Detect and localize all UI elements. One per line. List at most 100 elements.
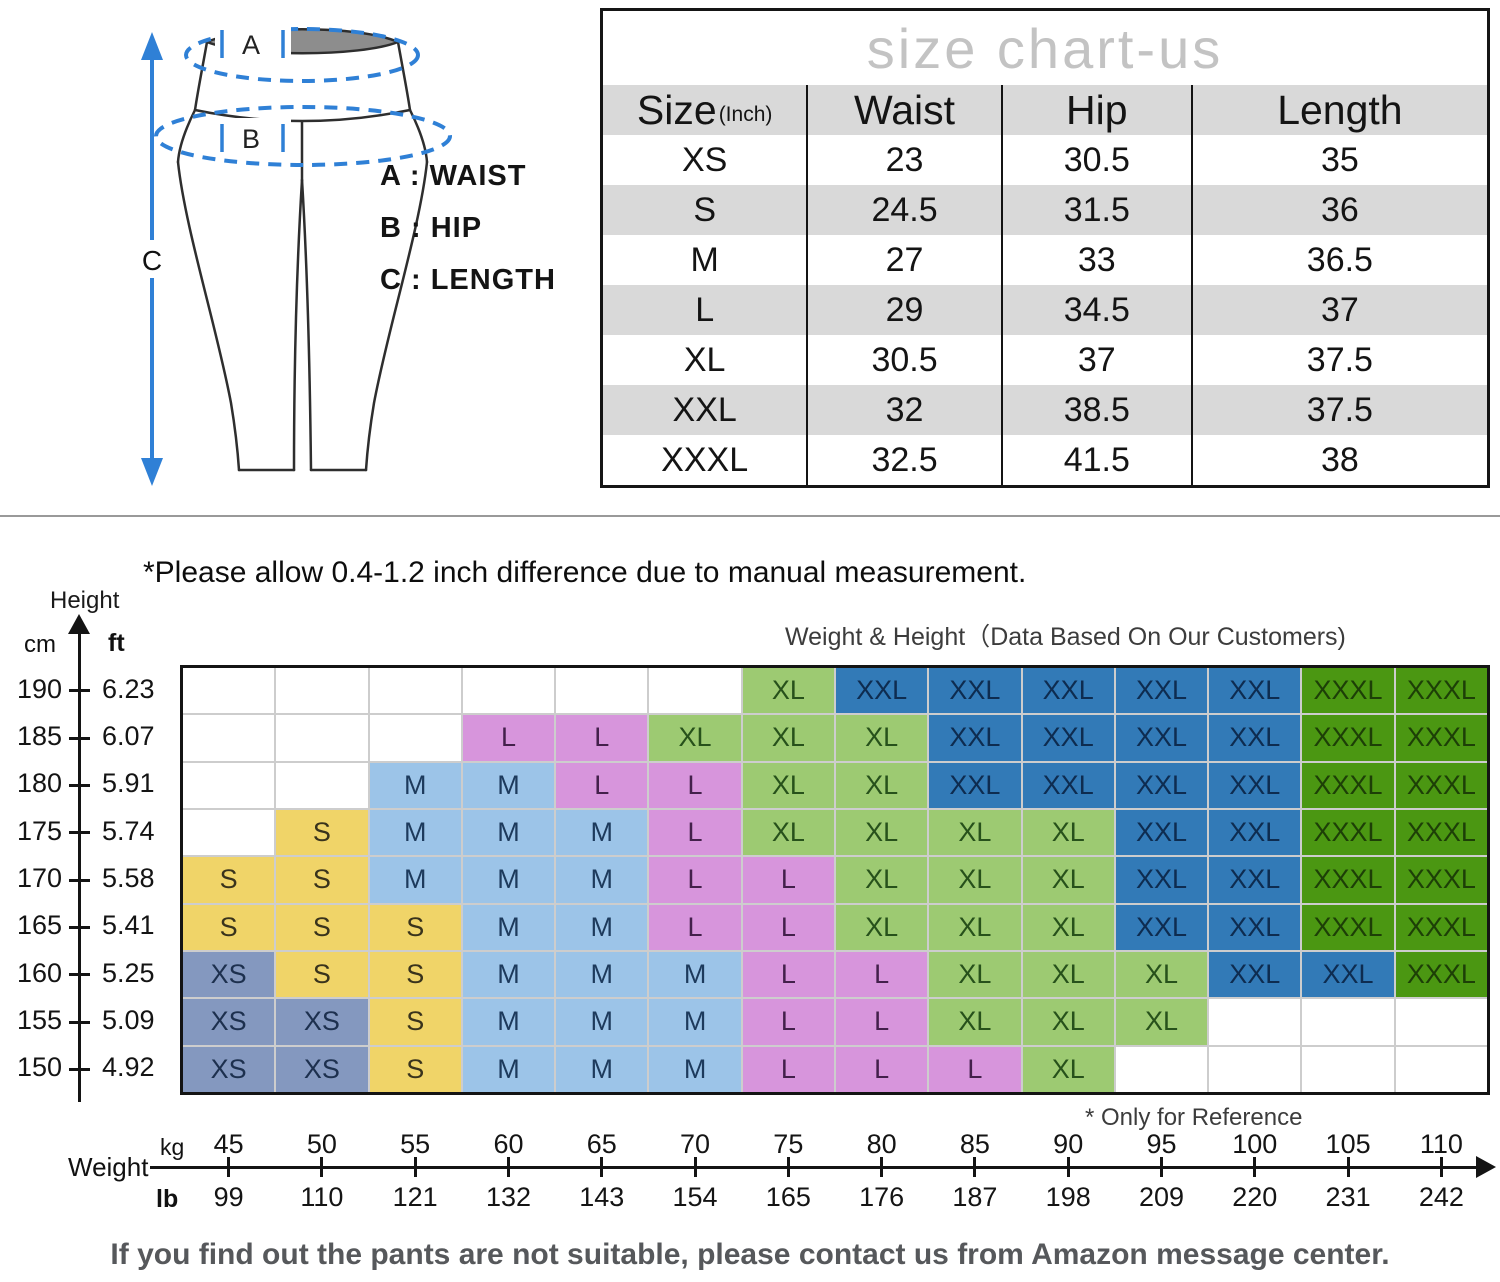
header-length: Length [1190, 85, 1487, 135]
y-axis-title: Height [50, 587, 120, 614]
grid-cell-XL: XL [929, 951, 1021, 998]
grid-cell-empty [183, 715, 275, 761]
x-axis-tick [1439, 1157, 1443, 1177]
grid-cell-XXL: XXL [1209, 809, 1301, 856]
grid-cell-empty [369, 668, 461, 714]
grid-cell-empty [556, 668, 648, 714]
x-axis-kg-label: 75 [773, 1129, 804, 1159]
y-axis-cm-label: 180 [16, 768, 62, 799]
y-axis-cm-label: 190 [16, 673, 62, 704]
hip-ellipse [154, 105, 452, 167]
grid-cell-XXL: XXL [1209, 762, 1301, 808]
grid-cell-L: L [835, 1046, 928, 1092]
grid-cell-empty [649, 668, 741, 714]
grid-cell-empty [1302, 999, 1394, 1045]
grid-cell-XXXL: XXXL [1395, 715, 1487, 761]
grid-cell-XXL: XXL [1115, 857, 1208, 903]
grid-cell-XL: XL [742, 809, 834, 856]
size-table-cell-size: XXL [672, 390, 737, 429]
y-axis-ft-label: 5.91 [102, 768, 155, 799]
grid-cell-L: L [929, 1046, 1021, 1092]
length-arrow-up-icon [141, 32, 163, 60]
grid-cell-M: M [556, 1046, 648, 1092]
size-table-cell-waist: 30.5 [806, 335, 1000, 385]
grid-cell-M: M [462, 809, 555, 856]
x-axis-kg-label: 110 [1419, 1129, 1463, 1159]
y-axis-cm-label: 150 [16, 1052, 62, 1083]
grid-cell-XL: XL [929, 809, 1021, 856]
y-axis-tick [69, 783, 90, 787]
y-axis-line [78, 634, 81, 1102]
grid-cell-S: S [276, 809, 368, 856]
waist-label-gap [215, 24, 291, 64]
x-axis-tick [1346, 1157, 1350, 1177]
size-table-cell-size: L [695, 290, 715, 329]
leggings-diagram: A B C [137, 24, 452, 486]
legend-length: C : LENGTH [380, 264, 556, 296]
y-axis-ft-label: 5.58 [102, 863, 155, 894]
x-axis-tick [1253, 1157, 1257, 1177]
grid-cell-XL: XL [742, 715, 834, 761]
x-axis-kg-label: 45 [213, 1129, 244, 1159]
y-axis-cm-label: 160 [16, 957, 62, 988]
grid-cell-XXL: XXL [1209, 715, 1301, 761]
grid-cell-empty [1209, 999, 1301, 1045]
header-size-unit: (Inch) [718, 103, 773, 126]
grid-cell-XXL: XXL [835, 668, 928, 714]
x-axis-tick [880, 1157, 884, 1177]
grid-cell-empty [1115, 1046, 1208, 1092]
x-axis-kg-label: 55 [400, 1129, 431, 1159]
size-table-cell-hip: 41.5 [1000, 435, 1191, 485]
grid-cell-L: L [649, 762, 741, 808]
x-axis-lb-label: 132 [485, 1182, 531, 1212]
grid-cell-XL: XL [1022, 904, 1114, 950]
header-hip: Hip [1000, 85, 1191, 135]
grid-cell-S: S [276, 904, 368, 950]
x-axis-lb-label: 231 [1325, 1182, 1371, 1212]
y-axis-tick [69, 831, 90, 835]
x-axis-lb-label: 242 [1418, 1182, 1464, 1212]
x-axis-kg-label: 80 [866, 1129, 897, 1159]
x-axis-tick [1160, 1157, 1163, 1177]
y-axis-tick [69, 736, 90, 740]
grid-cell-S: S [369, 1046, 461, 1092]
grid-cell-XL: XL [835, 715, 928, 761]
size-table-cell-size: XXXL [661, 440, 749, 479]
grid-cell-XS: XS [183, 951, 275, 998]
size-table-cell-length: 37.5 [1190, 335, 1487, 385]
x-axis-lb-label: 187 [952, 1182, 998, 1212]
x-axis-lb-label: 154 [672, 1182, 718, 1212]
x-axis-lb-label: 220 [1232, 1182, 1278, 1212]
size-table-cell-waist: 32.5 [806, 435, 1000, 485]
grid-cell-XL: XL [835, 857, 928, 903]
grid-cell-M: M [369, 857, 461, 903]
x-axis-lb-label: 165 [765, 1182, 811, 1212]
grid-cell-XXL: XXL [1115, 809, 1208, 856]
size-table-row: XXL 32 38.5 37.5 [603, 385, 1487, 435]
size-table-cell-hip: 31.5 [1000, 185, 1191, 235]
x-axis-kg-label: 70 [680, 1129, 711, 1159]
length-label-gap [137, 240, 169, 278]
legend-waist: A : WAIST [380, 160, 527, 192]
legend-hip: B : HIP [380, 212, 483, 244]
grid-cell-XL: XL [1022, 809, 1114, 856]
size-table-title: size chart-us [866, 16, 1224, 80]
grid-cell-XXXL: XXXL [1395, 904, 1487, 950]
x-axis-tick [320, 1157, 324, 1177]
grid-cell-XL: XL [742, 668, 834, 714]
x-axis-kg-label: 100 [1232, 1129, 1278, 1159]
grid-cell-XXL: XXL [1209, 904, 1301, 950]
y-axis-arrow-icon [68, 614, 90, 634]
hip-label-gap [215, 118, 291, 156]
grid-cell-M: M [556, 809, 648, 856]
y-axis-cm-label: 185 [16, 721, 62, 752]
grid-cell-L: L [462, 715, 555, 761]
grid-cell-XXXL: XXXL [1302, 904, 1394, 950]
grid-cell-XXL: XXL [1115, 904, 1208, 950]
chart-title: Weight & Height（Data Based On Our Custom… [785, 623, 1346, 651]
grid-cell-M: M [556, 904, 648, 950]
grid-cell-XS: XS [183, 1046, 275, 1092]
grid-cell-XL: XL [1022, 999, 1114, 1045]
grid-cell-XL: XL [1022, 951, 1114, 998]
